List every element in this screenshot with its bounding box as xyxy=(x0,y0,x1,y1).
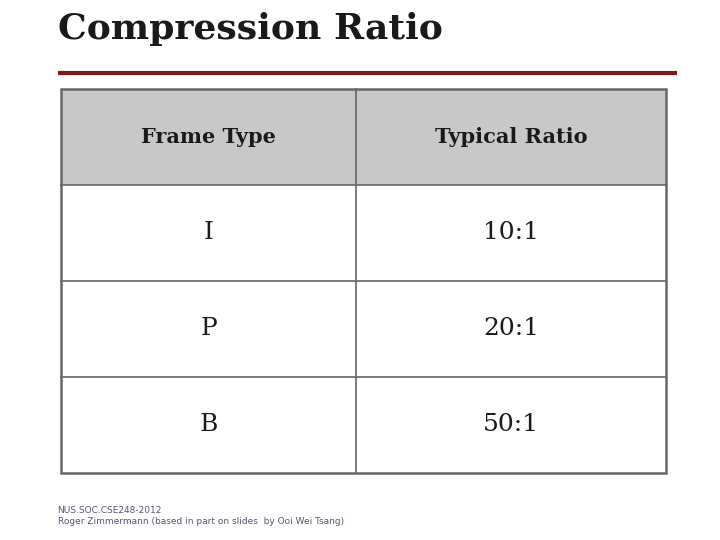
Bar xyxy=(61,89,666,472)
Text: 10:1: 10:1 xyxy=(483,221,539,245)
Text: Typical Ratio: Typical Ratio xyxy=(435,127,588,147)
Text: P: P xyxy=(200,317,217,340)
Text: 50:1: 50:1 xyxy=(483,413,539,436)
Bar xyxy=(61,89,666,185)
Text: Frame Type: Frame Type xyxy=(141,127,276,147)
Text: Compression Ratio: Compression Ratio xyxy=(58,12,443,46)
Bar xyxy=(61,89,666,472)
Text: B: B xyxy=(199,413,218,436)
Text: I: I xyxy=(204,221,214,245)
Text: NUS.SOC.CSE248-2012
Roger Zimmermann (based in part on slides  by Ooi Wei Tsang): NUS.SOC.CSE248-2012 Roger Zimmermann (ba… xyxy=(58,505,343,526)
Text: 20:1: 20:1 xyxy=(483,317,539,340)
